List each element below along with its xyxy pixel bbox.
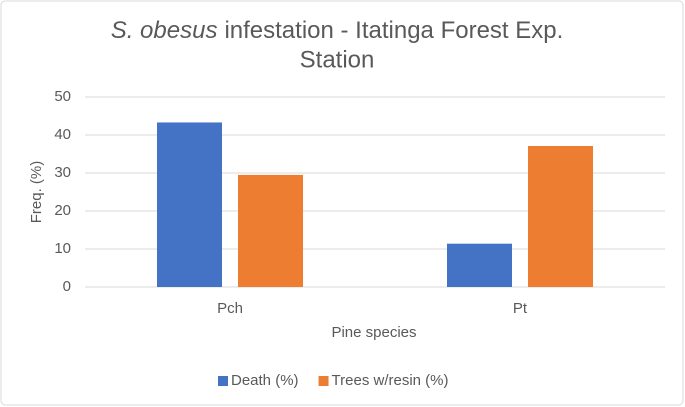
y-axis-label: Freq. (%)	[28, 161, 45, 224]
bar	[238, 174, 303, 287]
plot-area: 0 10 20 30 40 50 Pch Pt	[54, 88, 665, 317]
y-tick-label: 0	[63, 278, 71, 295]
y-tick-label: 50	[54, 88, 71, 105]
chart-title: S. obesus infestation - Itatinga Forest E…	[111, 17, 564, 44]
legend-label: Death (%)	[231, 372, 299, 389]
legend-swatch	[218, 376, 228, 386]
title-rest: infestation - Itatinga Forest Exp.	[224, 17, 563, 44]
chart-title-line2: Station	[300, 46, 375, 73]
y-tick-label: 20	[54, 202, 71, 219]
title-italic: S. obesus	[111, 17, 218, 44]
x-tick-label: Pch	[217, 300, 243, 317]
bar	[447, 243, 512, 287]
y-tick-label: 40	[54, 126, 71, 143]
y-tick-label: 30	[54, 164, 71, 181]
bar	[157, 122, 222, 288]
legend-label: Trees w/resin (%)	[332, 372, 449, 389]
bar	[528, 146, 593, 287]
x-tick-label: Pt	[513, 300, 528, 317]
legend: Death (%) Trees w/resin (%)	[218, 372, 449, 389]
legend-swatch	[318, 376, 329, 386]
y-tick-label: 10	[54, 240, 71, 257]
x-axis-label: Pine species	[331, 324, 416, 341]
